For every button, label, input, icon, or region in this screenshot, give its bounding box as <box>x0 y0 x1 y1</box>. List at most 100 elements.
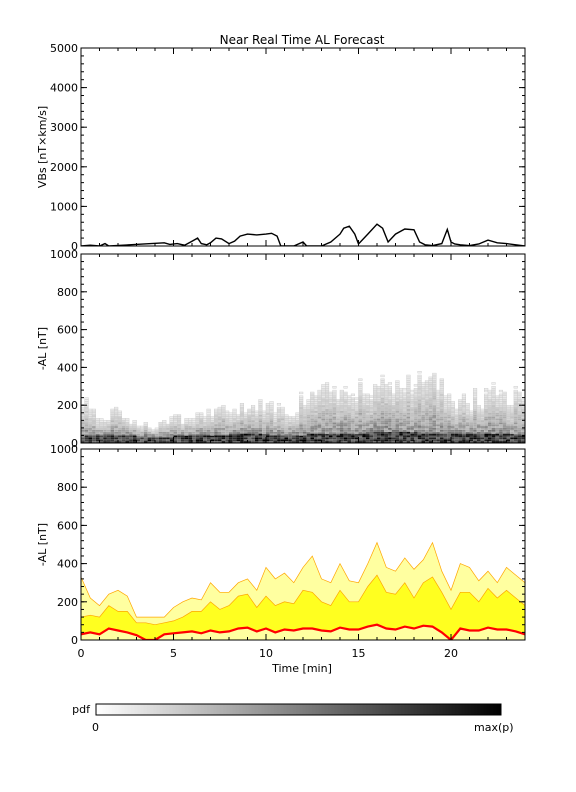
heatmap-cell <box>310 408 315 412</box>
heatmap-cell <box>436 437 440 440</box>
heatmap-cell <box>380 384 385 387</box>
heatmap-cell <box>421 416 426 419</box>
heatmap-cell <box>347 412 352 415</box>
x-tick-label: 20 <box>444 647 458 660</box>
heatmap-cell <box>443 412 448 415</box>
heatmap-cell <box>280 441 285 443</box>
heatmap-cell <box>165 425 171 429</box>
heatmap-cell <box>473 433 477 436</box>
heatmap-cell <box>321 420 326 423</box>
heatmap-cell <box>436 425 441 429</box>
heatmap-cell <box>269 423 274 427</box>
heatmap-cell <box>188 423 193 427</box>
heatmap-cell <box>103 439 107 442</box>
heatmap-cell <box>417 410 422 413</box>
heatmap-cell <box>313 422 319 425</box>
heatmap-cell <box>276 406 282 410</box>
heatmap-cell <box>354 439 359 442</box>
heatmap-cell <box>280 435 285 438</box>
heatmap-cell <box>351 437 355 440</box>
heatmap-cell <box>462 418 466 421</box>
heatmap-cell <box>502 395 507 398</box>
heatmap-cell <box>95 420 100 423</box>
heatmap-cell <box>110 422 115 425</box>
heatmap-cell <box>306 408 311 412</box>
heatmap-cell <box>428 393 433 396</box>
heatmap-cell <box>343 391 348 395</box>
heatmap-cell <box>340 422 344 425</box>
heatmap-cell <box>462 429 466 432</box>
heatmap-cell <box>462 431 466 434</box>
heatmap-cell <box>417 422 422 425</box>
heatmap-cell <box>313 412 319 415</box>
heatmap-cell <box>332 435 337 438</box>
heatmap-cell <box>373 420 377 423</box>
heatmap-cell <box>414 437 418 440</box>
heatmap-cell <box>506 441 511 443</box>
heatmap-cell <box>395 433 400 436</box>
heatmap-cell <box>81 406 85 410</box>
heatmap-cell <box>350 403 356 406</box>
heatmap-cell <box>413 384 418 387</box>
heatmap-cell <box>313 399 319 402</box>
heatmap-cell <box>336 424 340 426</box>
heatmap-cell <box>128 423 134 427</box>
heatmap-cell <box>155 439 159 442</box>
heatmap-cell <box>358 426 363 428</box>
heatmap-cell <box>328 393 333 396</box>
heatmap-cell <box>258 437 263 440</box>
heatmap-cell <box>99 435 104 438</box>
heatmap-cell <box>395 418 400 421</box>
heatmap-cell <box>317 431 322 434</box>
heatmap-cell <box>480 427 485 430</box>
heatmap-cell <box>169 418 174 421</box>
heatmap-cell <box>439 420 444 423</box>
heatmap-cell <box>506 410 511 413</box>
heatmap-cell <box>95 437 100 440</box>
heatmap-cell <box>121 418 126 421</box>
heatmap-cell <box>410 439 414 442</box>
heatmap-cell <box>325 422 329 425</box>
heatmap-cell <box>343 424 348 426</box>
heatmap-cell <box>395 384 400 387</box>
heatmap-cell <box>510 433 514 436</box>
heatmap-cell <box>376 399 381 402</box>
heatmap-cell <box>217 418 222 421</box>
heatmap-cell <box>436 429 441 432</box>
heatmap-cell <box>421 420 426 423</box>
heatmap-cell <box>184 439 189 442</box>
heatmap-cell <box>291 425 296 429</box>
heatmap-cell <box>339 389 344 393</box>
heatmap-cell <box>228 423 233 427</box>
heatmap-cell <box>302 405 307 408</box>
heatmap-cell <box>199 427 204 430</box>
heatmap-cell <box>169 420 174 423</box>
pdf-colorbar: pdf 0 max(p) <box>72 703 513 734</box>
heatmap-cell <box>513 441 518 443</box>
heatmap-cell <box>395 408 400 412</box>
heatmap-cell <box>469 410 474 413</box>
heatmap-cell <box>461 401 467 404</box>
heatmap-cell <box>180 423 185 427</box>
heatmap-cell <box>91 422 96 425</box>
heatmap-cell <box>151 429 156 432</box>
heatmap-cell <box>365 420 370 423</box>
heatmap-cell <box>513 431 518 434</box>
heatmap-cell <box>525 434 529 436</box>
heatmap-cell <box>117 423 122 427</box>
heatmap-cell <box>502 406 507 410</box>
heatmap-cell <box>506 408 511 412</box>
heatmap-cell <box>336 429 340 432</box>
heatmap-cell <box>417 382 422 385</box>
heatmap-cell <box>247 426 252 428</box>
heatmap-cell <box>284 429 289 432</box>
heatmap-cell <box>424 410 430 413</box>
heatmap-cell <box>176 425 182 429</box>
heatmap-cell <box>176 427 182 430</box>
heatmap-cell <box>192 441 196 443</box>
heatmap-cell <box>402 416 407 419</box>
heatmap-cell <box>347 401 352 404</box>
heatmap-cell <box>332 420 337 423</box>
heatmap-cell <box>369 418 374 421</box>
heatmap-cell <box>258 429 263 432</box>
